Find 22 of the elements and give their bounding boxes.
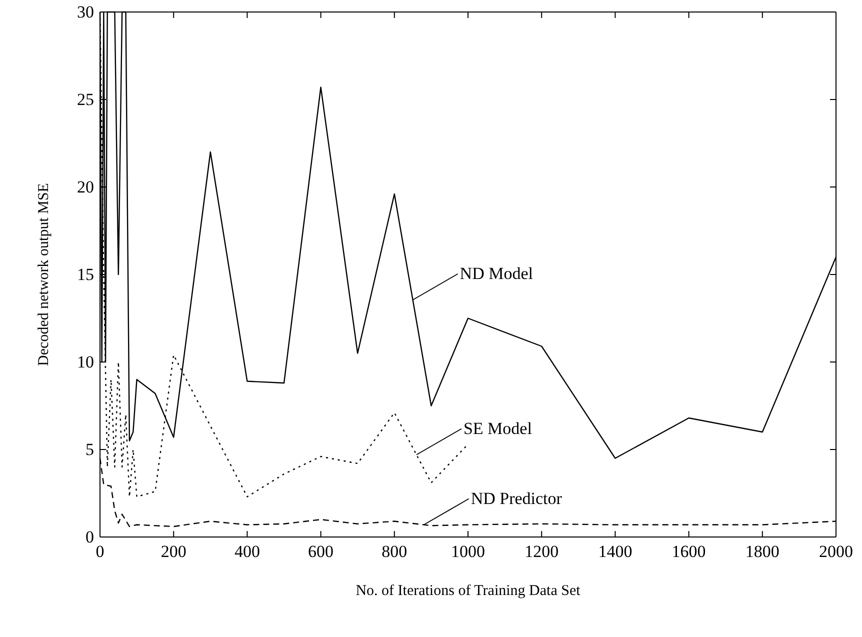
x-tick-label: 400: [234, 542, 260, 562]
x-tick-label: 1400: [598, 542, 632, 562]
y-tick-label: 0: [86, 527, 94, 546]
annotation: ND Model: [460, 264, 534, 283]
x-tick-label: 1800: [745, 542, 780, 562]
x-tick-label: 800: [382, 542, 408, 562]
x-tick-label: 1600: [672, 542, 706, 562]
y-tick-label: 10: [77, 352, 94, 372]
y-tick-label: 20: [77, 177, 94, 196]
x-tick-label: 1000: [451, 542, 485, 562]
x-tick-label: 600: [308, 542, 334, 562]
x-tick-label: 1200: [524, 542, 559, 562]
x-axis-title: No. of Iterations of Training Data Set: [356, 583, 582, 599]
x-tick-label: 2000: [819, 542, 853, 562]
x-tick-label: 200: [160, 542, 186, 562]
y-tick-label: 30: [77, 2, 94, 22]
annotation: ND Predictor: [470, 488, 562, 508]
y-tick-label: 25: [77, 90, 94, 109]
y-tick-label: 15: [77, 264, 94, 284]
y-tick-label: 5: [86, 440, 94, 459]
y-axis-title: Decoded network output MSE: [36, 183, 52, 366]
annotation: SE Model: [463, 418, 532, 438]
